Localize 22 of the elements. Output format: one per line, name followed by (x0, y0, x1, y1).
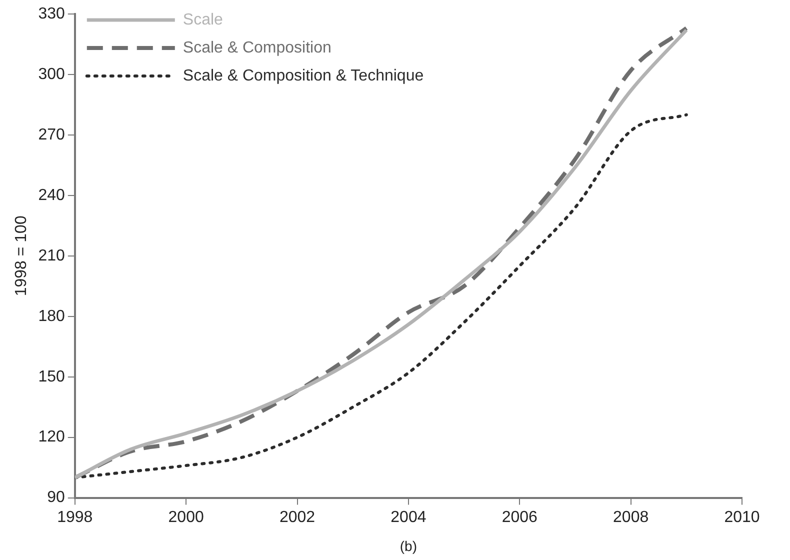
x-tick-label: 2008 (613, 508, 649, 526)
text: Scale & Composition (182, 39, 332, 56)
y-tick-label: 120 (38, 428, 65, 446)
x-tick-label: 2006 (502, 508, 538, 526)
y-axis-title: 1998 = 100 (13, 216, 30, 296)
y-tick-label: 330 (38, 5, 65, 22)
text: (b) (400, 538, 418, 554)
y-tick-label: 90 (47, 489, 65, 506)
x-tick-label: 2000 (168, 508, 204, 526)
y-tick-label: 150 (38, 368, 65, 386)
x-tick-label: 2002 (279, 508, 316, 526)
x-tick-label: 2004 (390, 508, 426, 526)
y-tick-label: 180 (38, 308, 65, 325)
x-tick-label: 2010 (724, 508, 760, 526)
line-series (74, 113, 688, 480)
y-tick-label: 210 (38, 247, 65, 264)
y-tick-label: 270 (38, 126, 65, 144)
y-tick-label: 240 (38, 186, 65, 204)
x-tick-label: 1998 (57, 508, 93, 526)
y-tick-label: 300 (38, 66, 65, 83)
text: Scale & Composition & Technique (182, 67, 424, 84)
text: Scale (182, 11, 224, 28)
